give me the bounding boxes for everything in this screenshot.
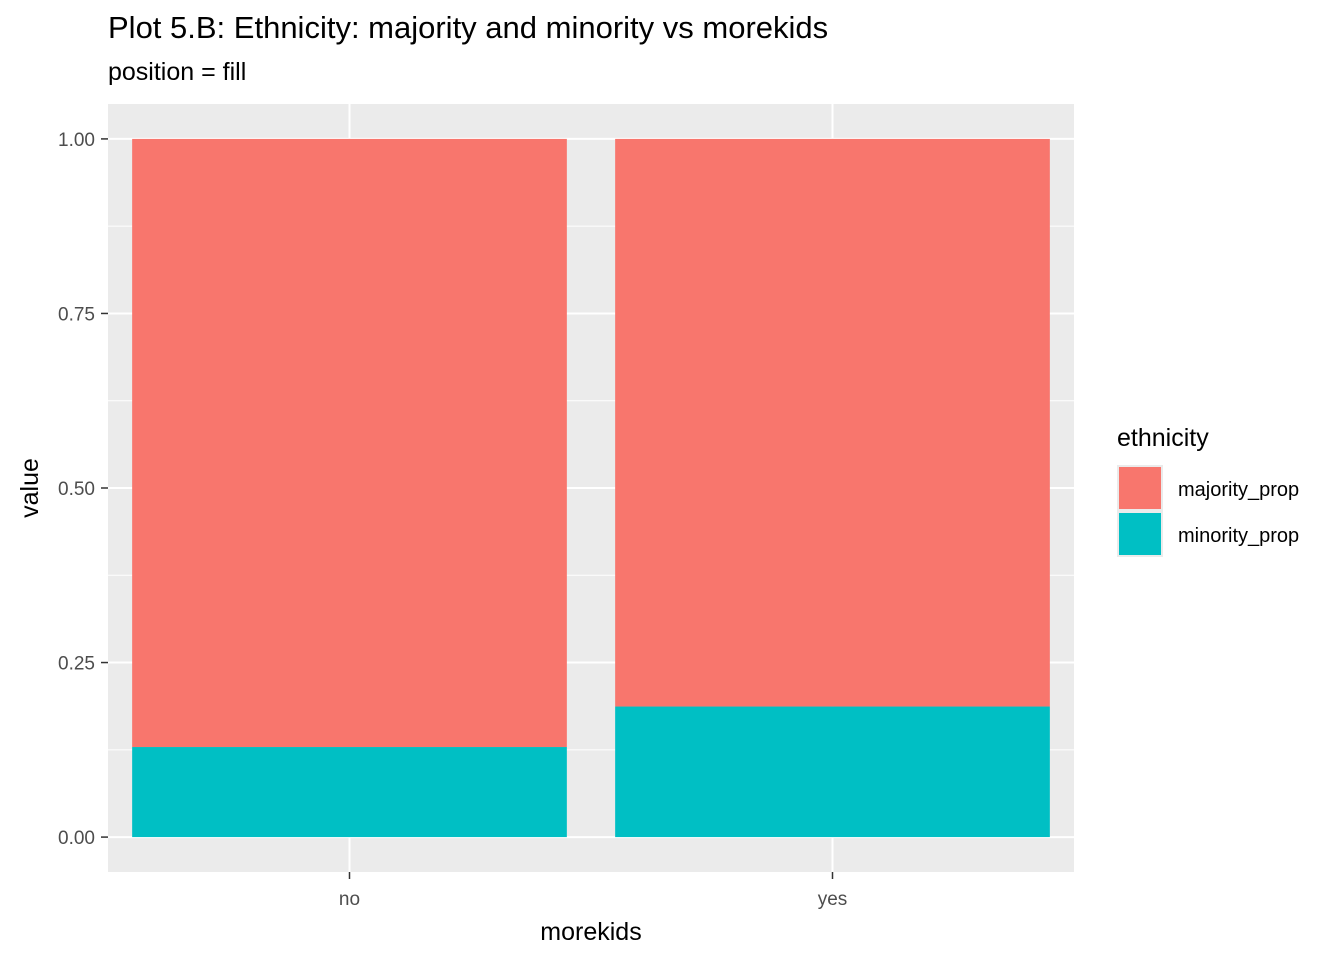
x-tick-label: yes (818, 889, 848, 910)
bar-majority_prop-yes (615, 138, 1050, 707)
x-axis: no yes (339, 872, 847, 910)
y-tick-label: 1.00 (58, 130, 95, 151)
y-tick-label: 0.00 (58, 828, 95, 849)
legend-label-minority_prop: minority_prop (1178, 525, 1299, 547)
x-tick-label: no (339, 889, 360, 910)
chart-title: Plot 5.B: Ethnicity: majority and minori… (108, 10, 829, 45)
y-axis: 0.00 0.25 0.50 0.75 1.00 (58, 130, 108, 849)
legend: ethnicity majority_prop minority_prop (1117, 424, 1299, 557)
bar-minority_prop-no (132, 747, 567, 838)
chart-subtitle: position = fill (108, 58, 247, 86)
legend-key-minority_prop (1119, 513, 1161, 555)
y-axis-title: value (16, 458, 44, 518)
y-tick-label: 0.25 (58, 654, 95, 675)
x-axis-title: morekids (540, 918, 641, 946)
legend-label-majority_prop: majority_prop (1178, 479, 1299, 501)
bar-majority_prop-no (132, 138, 567, 748)
y-tick-label: 0.75 (58, 304, 95, 325)
legend-key-majority_prop (1119, 467, 1161, 509)
y-tick-label: 0.50 (58, 479, 95, 500)
bars (132, 138, 1050, 838)
bar-minority_prop-yes (615, 706, 1050, 838)
legend-title: ethnicity (1117, 424, 1209, 452)
